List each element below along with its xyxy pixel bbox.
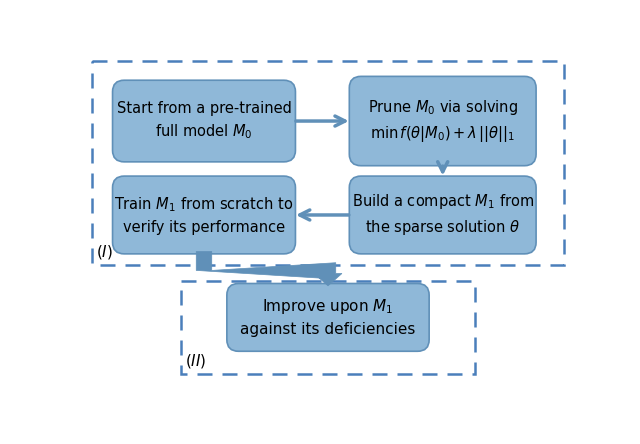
Text: Train $M_1$ from scratch to
verify its performance: Train $M_1$ from scratch to verify its p… — [115, 195, 294, 235]
Bar — [92, 61, 564, 265]
Text: Build a compact $M_1$ from
the sparse solution $\theta$: Build a compact $M_1$ from the sparse so… — [351, 193, 534, 238]
Polygon shape — [196, 252, 342, 286]
Text: Start from a pre-trained
full model $M_0$: Start from a pre-trained full model $M_0… — [116, 101, 291, 141]
Text: $(\mathit{I})$: $(\mathit{I})$ — [95, 243, 113, 261]
Bar — [180, 281, 476, 373]
FancyBboxPatch shape — [113, 176, 296, 254]
Text: $(\mathit{II})$: $(\mathit{II})$ — [184, 352, 206, 370]
Text: Prune $M_0$ via solving
$\mathrm{min}\, f(\theta|M_0) + \lambda\, ||\theta||_1$: Prune $M_0$ via solving $\mathrm{min}\, … — [367, 98, 518, 144]
FancyBboxPatch shape — [113, 80, 296, 162]
FancyBboxPatch shape — [227, 284, 429, 351]
FancyBboxPatch shape — [349, 176, 536, 254]
Text: Improve upon $M_1$
against its deficiencies: Improve upon $M_1$ against its deficienc… — [240, 297, 416, 337]
FancyBboxPatch shape — [349, 76, 536, 166]
